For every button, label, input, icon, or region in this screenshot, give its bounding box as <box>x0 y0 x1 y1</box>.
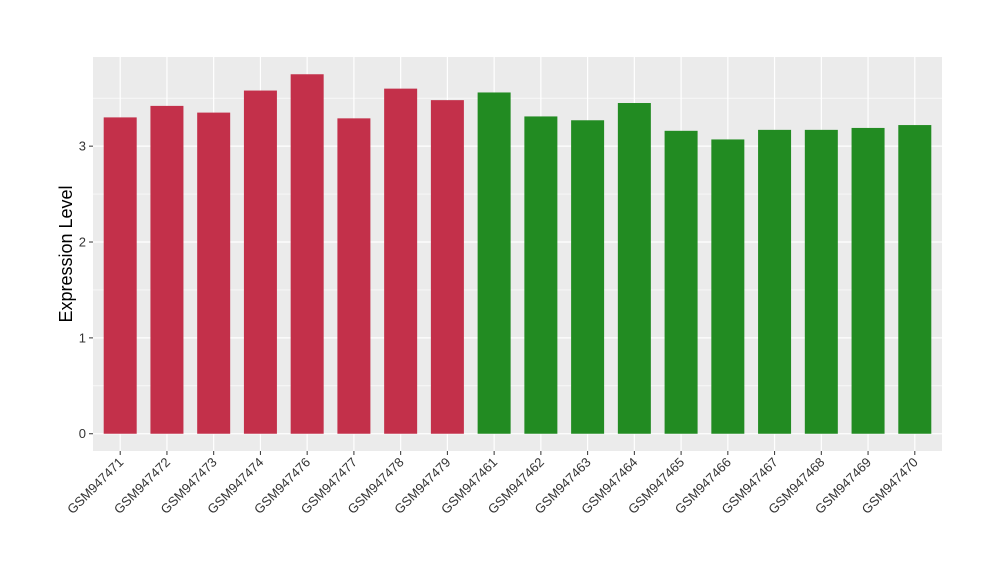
bar-gsm947462 <box>524 116 558 434</box>
bar-gsm947478 <box>384 88 418 434</box>
y-axis-title: Expression Level <box>56 185 76 322</box>
plot-panel <box>93 57 942 451</box>
bar-gsm947470 <box>898 125 932 434</box>
bar-gsm947464 <box>617 103 651 434</box>
bar-gsm947472 <box>150 105 184 434</box>
bar-gsm947463 <box>571 120 605 434</box>
y-tick-label: 1 <box>79 330 86 345</box>
bar-gsm947469 <box>851 127 885 434</box>
bar-gsm947479 <box>430 100 464 434</box>
y-tick-label: 2 <box>79 235 86 250</box>
bar-gsm947468 <box>804 129 838 434</box>
y-tick-label: 3 <box>79 139 86 154</box>
bar-gsm947474 <box>243 90 277 434</box>
x-axis: GSM947471GSM947472GSM947473GSM947474GSM9… <box>64 451 921 517</box>
bars <box>103 74 932 434</box>
bar-gsm947471 <box>103 117 137 434</box>
bar-gsm947473 <box>197 112 231 434</box>
bar-gsm947461 <box>477 92 511 434</box>
bar-gsm947466 <box>711 139 745 434</box>
bar-gsm947467 <box>758 129 792 434</box>
bar-gsm947465 <box>664 130 698 434</box>
bar-gsm947476 <box>290 74 324 434</box>
bar-gsm947477 <box>337 118 371 434</box>
minor-gridlines <box>93 97 942 387</box>
y-axis: 0 1 2 3 <box>79 139 93 441</box>
y-tick-label: 0 <box>79 426 86 441</box>
